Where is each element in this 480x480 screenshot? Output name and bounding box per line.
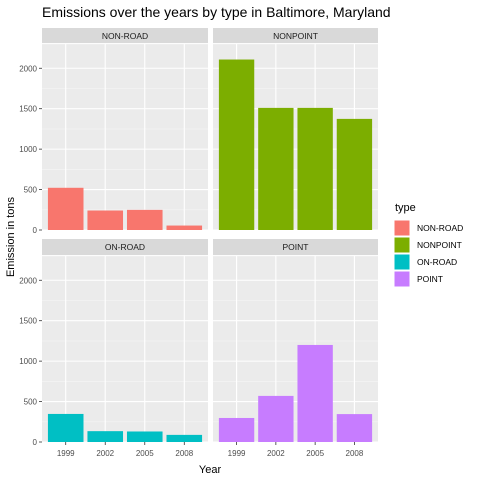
y-tick-label: 2000 [19, 64, 37, 73]
legend-swatch-point [393, 270, 411, 288]
y-tick-label: 0 [33, 438, 38, 447]
y-tick-label: 1500 [19, 105, 37, 114]
strip-label-on-road: ON-ROAD [105, 242, 145, 252]
panel-point: POINT [213, 239, 378, 443]
bar-point-2002 [258, 395, 294, 442]
y-tick-label: 0 [33, 226, 38, 235]
strip-nonpoint [213, 28, 378, 43]
bar-non-road-2002 [87, 210, 124, 230]
strip-label-point: POINT [283, 242, 309, 252]
y-tick-label: 1000 [19, 145, 37, 154]
panel-non-road: NON-ROAD [42, 28, 208, 231]
strip-label-nonpoint: NONPOINT [273, 31, 318, 41]
legend-label: POINT [417, 274, 443, 284]
bar-non-road-2008 [166, 225, 203, 230]
facet-panels: NON-ROAD NONPOINT ON-ROAD POINT [42, 28, 378, 443]
y-tick-label: 500 [24, 186, 38, 195]
x-tick-label: 2005 [306, 449, 324, 458]
panel-on-road: ON-ROAD [42, 239, 208, 443]
x-axis-title: Year [199, 464, 222, 476]
bar-on-road-2008 [166, 434, 203, 442]
bar-nonpoint-2005 [297, 107, 333, 230]
y-tick-label: 2000 [19, 276, 37, 285]
legend: type NON-ROAD NONPOINT ON-ROAD POINT [393, 202, 463, 288]
bar-non-road-2005 [126, 209, 163, 230]
x-tick-label: 2008 [175, 449, 193, 458]
x-tick-label: 2002 [267, 449, 285, 458]
strip-non-road [42, 28, 208, 43]
chart-title: Emissions over the years by type in Balt… [42, 4, 391, 20]
y-tick-label: 500 [24, 398, 38, 407]
legend-label: NON-ROAD [417, 223, 463, 233]
bar-non-road-1999 [47, 187, 84, 230]
bar-on-road-2002 [87, 431, 124, 442]
x-tick-label: 2002 [96, 449, 114, 458]
x-tick-label: 2005 [136, 449, 154, 458]
legend-label: NONPOINT [417, 240, 462, 250]
bar-on-road-1999 [47, 413, 84, 442]
legend-label: ON-ROAD [417, 257, 457, 267]
x-tick-label: 1999 [228, 449, 246, 458]
panel-bg-point [213, 256, 378, 442]
bar-nonpoint-2008 [336, 118, 373, 230]
bar-point-2008 [336, 414, 373, 442]
bar-nonpoint-1999 [218, 59, 255, 231]
panel-bg-on-road [42, 256, 208, 442]
legend-swatch-non-road [393, 219, 411, 237]
legend-swatch-nonpoint [393, 236, 411, 254]
y-axis-title: Emission in tons [5, 196, 17, 277]
axes: 0 500 1000 1500 2000 0 500 1000 1500 2000 1999 2002… [19, 64, 364, 458]
legend-title: type [395, 202, 416, 214]
strip-label-non-road: NON-ROAD [102, 31, 148, 41]
strip-point [213, 239, 378, 255]
strip-on-road [42, 239, 208, 255]
bar-on-road-2005 [126, 431, 163, 442]
panel-nonpoint: NONPOINT [213, 28, 378, 231]
x-tick-label: 2008 [346, 449, 364, 458]
bar-point-2005 [297, 344, 333, 442]
bar-nonpoint-2002 [258, 107, 294, 230]
bar-point-1999 [218, 417, 255, 442]
y-tick-label: 1000 [19, 357, 37, 366]
y-tick-label: 1500 [19, 317, 37, 326]
legend-swatch-on-road [393, 253, 411, 271]
x-tick-label: 1999 [57, 449, 75, 458]
